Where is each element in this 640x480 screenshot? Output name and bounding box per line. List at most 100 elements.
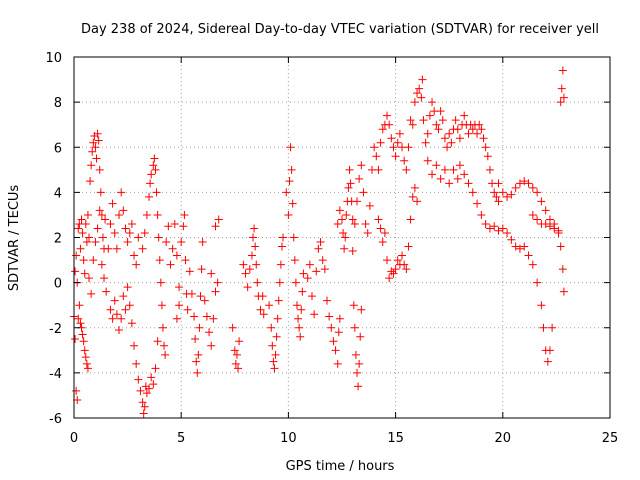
data-point <box>106 305 115 314</box>
data-point <box>524 179 533 188</box>
data-point <box>86 177 95 186</box>
data-point <box>436 174 445 183</box>
y-tick-label: -6 <box>49 412 62 427</box>
data-point <box>145 192 154 201</box>
data-point <box>307 292 316 301</box>
data-point <box>370 143 379 152</box>
y-tick-label: -4 <box>49 367 62 382</box>
data-point <box>333 219 342 228</box>
data-point <box>418 75 427 84</box>
data-point <box>265 301 274 310</box>
data-point <box>250 224 259 233</box>
y-tick-label: 10 <box>45 51 62 66</box>
data-point <box>282 188 291 197</box>
data-point <box>507 190 516 199</box>
data-point <box>460 170 469 179</box>
data-point <box>316 238 325 247</box>
data-point <box>498 188 507 197</box>
data-point <box>545 222 554 231</box>
data-point <box>123 238 132 247</box>
data-point <box>95 165 104 174</box>
data-point <box>537 301 546 310</box>
data-point <box>274 296 283 305</box>
data-point <box>82 238 91 247</box>
data-point <box>170 219 179 228</box>
x-tick-label: 15 <box>387 431 404 446</box>
data-point <box>305 260 314 269</box>
data-point <box>152 188 161 197</box>
data-point <box>85 274 94 283</box>
data-point <box>468 188 477 197</box>
data-point <box>428 170 437 179</box>
data-point <box>346 179 355 188</box>
data-point <box>72 386 81 395</box>
data-point <box>75 301 84 310</box>
data-point <box>559 93 568 102</box>
data-point <box>127 319 136 328</box>
data-point <box>494 226 503 235</box>
x-tick-label: 25 <box>602 431 619 446</box>
data-point <box>440 165 449 174</box>
data-point <box>127 219 136 228</box>
data-point <box>96 188 105 197</box>
data-point <box>73 395 82 404</box>
data-point <box>453 174 462 183</box>
data-point <box>130 341 139 350</box>
data-point <box>353 368 362 377</box>
data-point <box>545 346 554 355</box>
data-point <box>239 260 248 269</box>
data-point <box>331 346 340 355</box>
data-point <box>423 129 432 138</box>
data-point <box>363 228 372 237</box>
data-point <box>481 143 490 152</box>
data-point <box>125 228 134 237</box>
data-point <box>503 228 512 237</box>
data-point <box>310 310 319 319</box>
data-point <box>94 136 103 145</box>
data-point <box>455 134 464 143</box>
data-point <box>276 260 285 269</box>
data-point <box>558 66 567 75</box>
data-point <box>214 215 223 224</box>
data-point <box>115 326 124 335</box>
data-point <box>253 278 262 287</box>
data-point <box>533 278 542 287</box>
data-point <box>483 152 492 161</box>
data-point <box>490 222 499 231</box>
data-point <box>464 129 473 138</box>
data-point <box>548 323 557 332</box>
data-point <box>259 310 268 319</box>
data-point <box>85 233 94 242</box>
data-point <box>80 346 89 355</box>
data-point <box>150 154 159 163</box>
data-point <box>87 161 96 170</box>
data-point <box>345 165 354 174</box>
data-point <box>232 350 241 359</box>
data-point <box>294 314 303 323</box>
data-point <box>356 332 365 341</box>
data-point <box>473 199 482 208</box>
data-point <box>172 251 181 260</box>
data-point <box>83 210 92 219</box>
data-point <box>351 350 360 359</box>
data-point <box>402 165 411 174</box>
data-point <box>102 287 111 296</box>
data-point <box>528 183 537 192</box>
data-point <box>134 375 143 384</box>
data-point <box>142 210 151 219</box>
data-point <box>190 312 199 321</box>
data-point <box>490 188 499 197</box>
data-point <box>196 292 205 301</box>
data-point <box>252 260 261 269</box>
data-point <box>402 265 411 274</box>
data-point <box>503 192 512 201</box>
data-point <box>145 384 154 393</box>
data-point <box>207 269 216 278</box>
data-point <box>541 206 550 215</box>
data-point <box>268 341 277 350</box>
data-point <box>539 323 548 332</box>
data-point <box>357 305 366 314</box>
data-point <box>348 247 357 256</box>
data-point <box>211 222 220 231</box>
data-point <box>251 242 260 251</box>
